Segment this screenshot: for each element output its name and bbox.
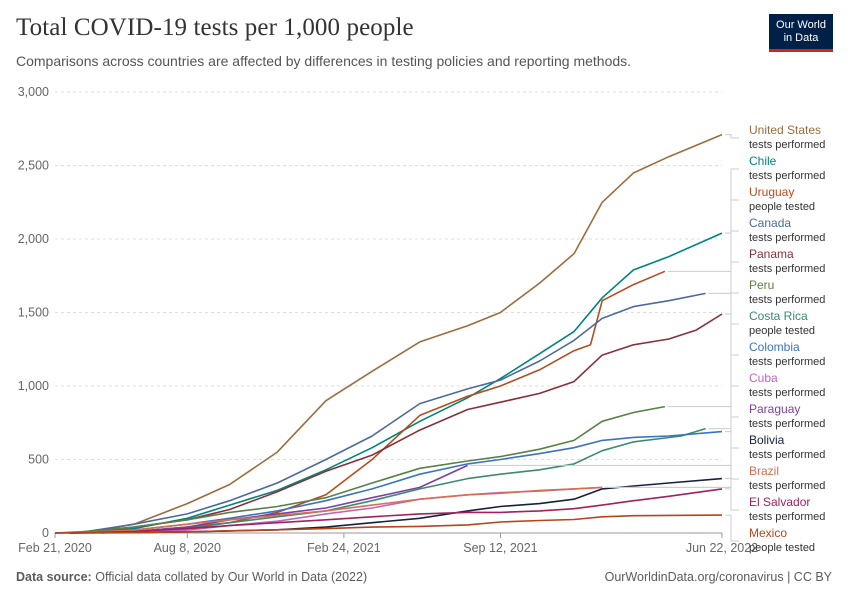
legend-label-uruguay[interactable]: Uruguay	[749, 185, 794, 199]
line-chart: 0 500 1,000 1,500 2,000 2,500 3,000 Feb 21, 20…	[18, 85, 826, 555]
legend-label-bolivia[interactable]: Bolivia	[749, 433, 785, 447]
legend-metric: tests performed	[749, 170, 825, 182]
y-tick-label: 500	[28, 453, 49, 467]
legend-connector	[725, 447, 739, 480]
y-axis: 0 500 1,000 1,500 2,000 2,500 3,000	[18, 85, 49, 540]
series-line-uruguay[interactable]	[101, 270, 666, 534]
legend-metric: people tested	[749, 201, 815, 213]
x-tick-label: Jun 22, 2022	[686, 541, 758, 555]
owid-logo[interactable]: Our World in Data	[769, 14, 833, 52]
series-lines	[54, 133, 723, 534]
y-tick-label: 1,500	[18, 306, 49, 320]
legend-metric: tests performed	[749, 387, 825, 399]
legend-connector	[725, 134, 739, 139]
legend-connector	[725, 168, 739, 234]
legend-metric: tests performed	[749, 263, 825, 275]
x-tick-label: Aug 8, 2020	[154, 541, 221, 555]
legend-metric: tests performed	[749, 294, 825, 306]
y-tick-label: 3,000	[18, 85, 49, 99]
x-axis: Feb 21, 2020 Aug 8, 2020 Feb 24, 2021 Sep 1…	[18, 533, 758, 555]
legend-connector	[605, 478, 739, 488]
legend-label-panama[interactable]: Panama	[749, 247, 794, 261]
y-tick-label: 2,000	[18, 232, 49, 246]
legend-metric: tests performed	[749, 139, 825, 151]
legend-label-chile[interactable]: Chile	[749, 154, 777, 168]
legend-connector	[725, 261, 739, 315]
legend-connector	[725, 488, 739, 511]
logo-line-2: in Data	[783, 31, 819, 44]
legend-connector	[725, 354, 739, 433]
gridlines	[55, 91, 722, 534]
series-line-costa-rica[interactable]	[69, 427, 706, 534]
legend-metric: people tested	[749, 325, 815, 337]
legend-label-colombia[interactable]: Colombia	[749, 340, 800, 354]
chart-subtitle: Comparisons across countries are affecte…	[16, 53, 632, 69]
logo-line-1: Our World	[776, 18, 826, 31]
legend-label-mexico[interactable]: Mexico	[749, 526, 787, 540]
legend-label-brazil[interactable]: Brazil	[749, 464, 779, 478]
legend-metric: tests performed	[749, 418, 825, 430]
data-source: Data source: Official data collated by O…	[16, 570, 367, 584]
legend-label-canada[interactable]: Canada	[749, 216, 791, 230]
legend-metric: tests performed	[749, 232, 825, 244]
x-tick-label: Feb 21, 2020	[18, 541, 92, 555]
legend-label-paraguay[interactable]: Paraguay	[749, 402, 800, 416]
x-tick-label: Feb 24, 2021	[307, 541, 381, 555]
legend-label-united-states[interactable]: United States	[749, 123, 821, 137]
legend-label-peru[interactable]: Peru	[749, 278, 774, 292]
legend-label-el-salvador[interactable]: El Salvador	[749, 495, 810, 509]
data-source-label: Data source:	[16, 570, 92, 584]
series-line-canada[interactable]	[54, 292, 706, 534]
series-line-mexico[interactable]	[54, 514, 723, 534]
legend-metric: tests performed	[749, 511, 825, 523]
series-line-el-salvador[interactable]	[69, 488, 723, 534]
data-source-text: Official data collated by Our World in D…	[95, 570, 368, 584]
legend-connector	[470, 416, 739, 466]
y-tick-label: 0	[42, 526, 49, 540]
chart-title: Total COVID-19 tests per 1,000 people	[16, 14, 414, 41]
series-line-bolivia[interactable]	[69, 477, 723, 534]
series-line-chile[interactable]	[54, 232, 723, 534]
license-link[interactable]: OurWorldinData.org/coronavirus | CC BY	[604, 570, 832, 584]
series-line-united-states[interactable]	[54, 133, 723, 534]
legend-metric: tests performed	[749, 480, 825, 492]
series-line-panama[interactable]	[69, 313, 723, 534]
legend-metric: people tested	[749, 542, 815, 554]
legend-connector	[667, 292, 739, 408]
legend-label-cuba[interactable]: Cuba	[749, 371, 778, 385]
legend-metric: tests performed	[749, 356, 825, 368]
legend: United States tests performed Chile tests p…	[749, 123, 825, 554]
legend-connector	[667, 199, 739, 272]
y-tick-label: 2,500	[18, 159, 49, 173]
legend-connector	[708, 323, 739, 430]
legend-connectors	[470, 134, 739, 542]
legend-metric: tests performed	[749, 449, 825, 461]
series-line-peru[interactable]	[69, 405, 666, 534]
legend-label-costa-rica[interactable]: Costa Rica	[749, 309, 808, 323]
x-tick-label: Sep 12, 2021	[463, 541, 537, 555]
legend-connector	[725, 514, 739, 542]
series-line-brazil[interactable]	[69, 486, 603, 534]
y-tick-label: 1,000	[18, 379, 49, 393]
